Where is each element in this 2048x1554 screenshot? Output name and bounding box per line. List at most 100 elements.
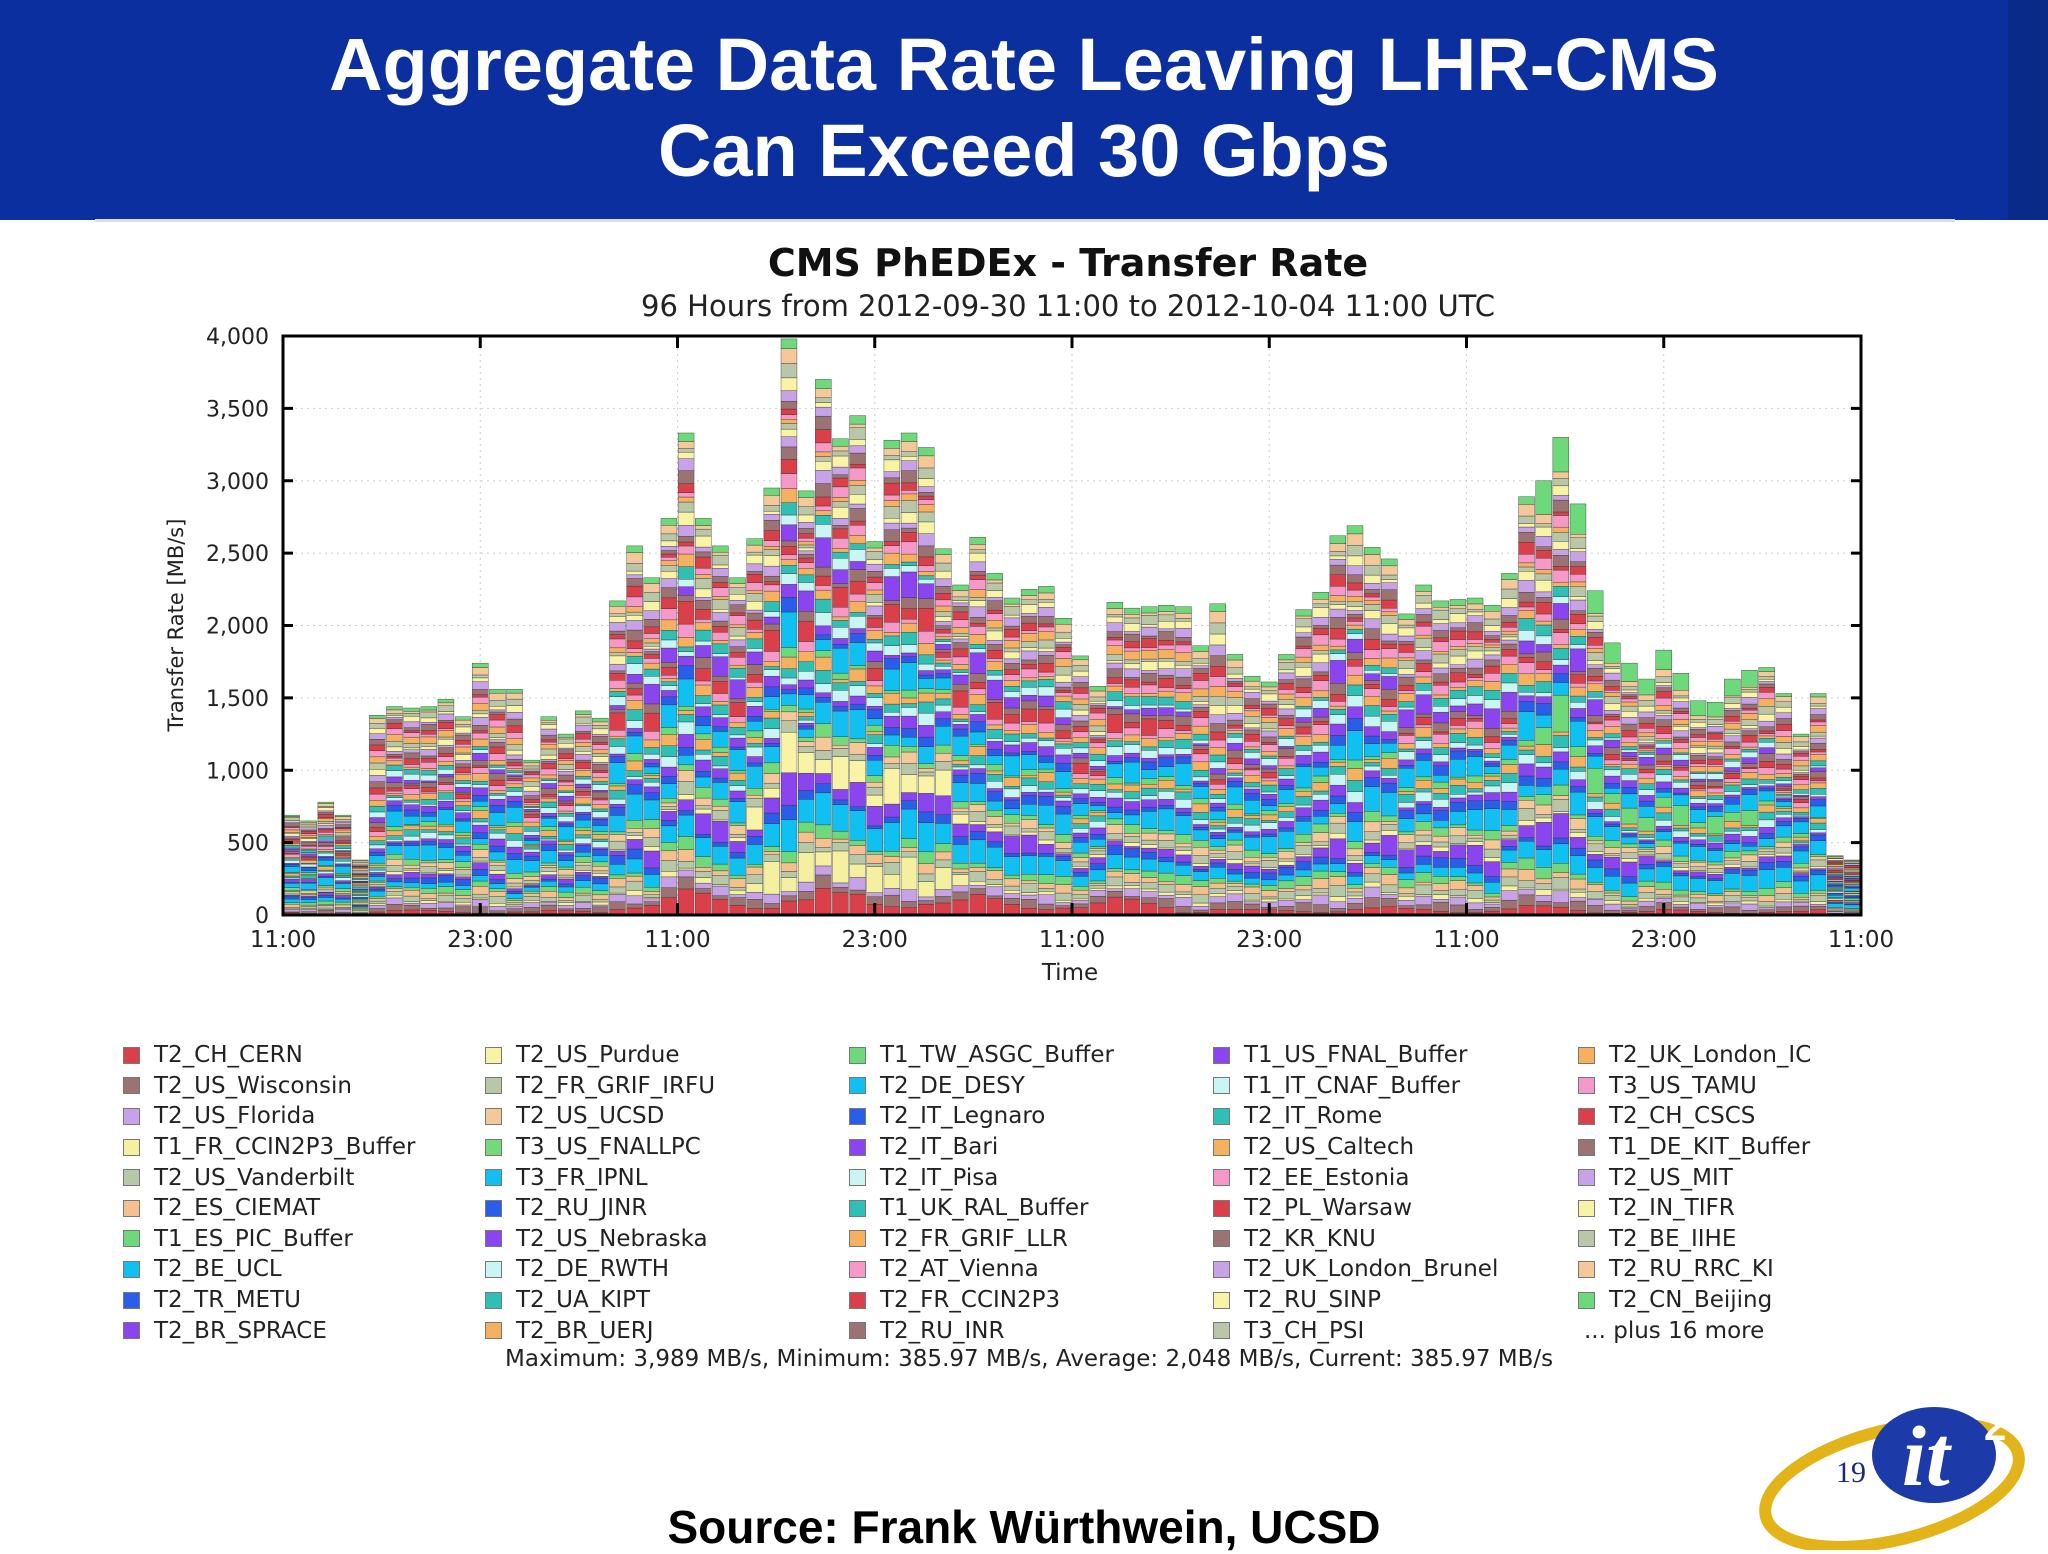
bar-segment <box>935 579 951 586</box>
bar-segment <box>1176 645 1192 653</box>
bar-segment <box>1176 847 1192 851</box>
y-axis-label: Transfer Rate [MB/s] <box>164 519 188 733</box>
bar-segment <box>1227 720 1243 725</box>
bar-segment <box>575 827 591 830</box>
bar-segment <box>627 876 643 881</box>
bar-segment <box>935 586 951 593</box>
bar-segment <box>747 807 763 830</box>
bar-segment <box>387 801 403 806</box>
bar-segment <box>1501 759 1517 764</box>
bar-segment <box>644 847 660 851</box>
bar-segment <box>1621 853 1637 859</box>
bar-segment <box>524 760 540 763</box>
bar-segment <box>935 903 951 915</box>
bar-segment <box>1313 893 1329 895</box>
bar-stack <box>935 549 951 915</box>
bar-segment <box>661 784 677 799</box>
bar-segment <box>592 866 608 871</box>
bar-segment <box>850 877 866 890</box>
bar-segment <box>1278 719 1294 726</box>
bar-segment <box>1742 843 1758 847</box>
bar-segment <box>1587 905 1603 912</box>
bar-segment <box>1776 794 1792 796</box>
bar-stack <box>1621 663 1637 915</box>
bar-stack <box>644 578 660 915</box>
bar-segment <box>1742 704 1758 708</box>
bar-segment <box>644 851 660 868</box>
bar-segment <box>387 794 403 796</box>
bar-segment <box>1141 871 1157 877</box>
bar-segment <box>1844 905 1860 909</box>
legend-swatch <box>123 1077 140 1094</box>
bar-segment <box>1296 727 1312 734</box>
bar-segment <box>1570 683 1586 687</box>
bar-segment <box>455 855 471 861</box>
x-tick-label: 23:00 <box>1631 927 1697 953</box>
bar-segment <box>1673 862 1689 864</box>
bar-segment <box>1570 721 1586 746</box>
bar-segment <box>730 895 746 898</box>
bar-segment <box>781 863 797 872</box>
bar-segment <box>1416 896 1432 905</box>
bar-segment <box>592 835 608 839</box>
bar-segment <box>1021 820 1037 829</box>
bar-segment <box>1742 846 1758 851</box>
bar-segment <box>730 838 746 842</box>
bar-segment <box>1501 711 1517 718</box>
bar-segment <box>815 838 831 847</box>
bar-segment <box>438 712 454 714</box>
bar-segment <box>1604 680 1620 687</box>
bar-segment <box>1673 698 1689 702</box>
legend-swatch <box>485 1108 502 1125</box>
bar-segment <box>1793 902 1809 906</box>
bar-segment <box>1073 898 1089 900</box>
bar-segment <box>935 678 951 689</box>
bar-segment <box>661 735 677 746</box>
bar-segment <box>1604 690 1620 692</box>
bar-segment <box>1004 853 1020 856</box>
bar-segment <box>1381 714 1397 721</box>
bar-segment <box>1261 766 1277 769</box>
bar-segment <box>1004 745 1020 753</box>
bar-segment <box>1416 717 1432 725</box>
bar-segment <box>541 813 557 816</box>
bar-segment <box>627 653 643 657</box>
bar-segment <box>781 415 797 419</box>
bar-segment <box>1621 835 1637 837</box>
bar-segment <box>884 448 900 455</box>
bar-segment <box>1810 709 1826 715</box>
y-tick-label: 2,000 <box>206 615 269 640</box>
bar-segment <box>1193 770 1209 777</box>
bar-segment <box>1021 721 1037 724</box>
bar-segment <box>1433 723 1449 732</box>
bar-segment <box>1724 791 1740 795</box>
bar-segment <box>489 846 505 852</box>
bar-segment <box>1604 824 1620 827</box>
bar-segment <box>438 722 454 729</box>
bar-segment <box>1381 590 1397 600</box>
bar-segment <box>507 822 523 827</box>
bar-segment <box>1296 667 1312 676</box>
bar-segment <box>1416 804 1432 814</box>
legend-label: T1_TW_ASGC_Buffer <box>880 1042 1114 1068</box>
bar-segment <box>1364 778 1380 787</box>
bar-segment <box>1570 629 1586 636</box>
bar-segment <box>421 826 437 830</box>
bar-segment <box>1690 803 1706 807</box>
bar-segment <box>644 778 660 782</box>
bar-segment <box>644 782 660 787</box>
bar-segment <box>1296 616 1312 619</box>
bar-segment <box>850 601 866 612</box>
bar-segment <box>815 684 831 693</box>
bar-segment <box>867 719 883 726</box>
bar-segment <box>1570 787 1586 793</box>
bar-segment <box>1759 870 1775 889</box>
bar-segment <box>438 793 454 800</box>
bar-segment <box>1536 602 1552 614</box>
bar-segment <box>1776 759 1792 764</box>
bar-segment <box>1021 752 1037 755</box>
bar-segment <box>815 612 831 625</box>
bar-segment <box>1381 668 1397 674</box>
bar-segment <box>575 760 591 762</box>
bar-segment <box>455 832 471 835</box>
